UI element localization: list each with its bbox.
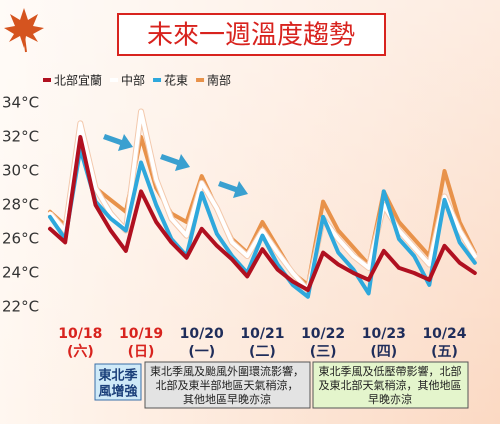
x-tick-label: 10/23 <box>362 326 406 342</box>
series-line <box>48 146 477 299</box>
legend-label: 北部宜蘭 <box>54 73 102 88</box>
y-tick-label: 26°C <box>2 230 39 248</box>
annotation-text: 風增強 <box>98 384 137 400</box>
x-tick-label: 10/20 <box>180 326 224 342</box>
annotation-text: 北部及東半部地區天氣稍涼， <box>156 378 299 392</box>
annotation-box <box>312 361 469 409</box>
x-tick-weekday: (三) <box>310 344 337 360</box>
x-tick-label: 10/21 <box>240 326 284 342</box>
x-tick-weekday: (一) <box>188 344 215 360</box>
legend-label: 花東 <box>164 73 188 88</box>
x-tick-label: 10/24 <box>422 326 466 342</box>
annotation-text: 東北季風及颱風外圍環流影響， <box>150 364 304 378</box>
annotation-text: 及東北部天氣稍涼，其他地區 <box>319 378 462 392</box>
y-tick-label: 28°C <box>2 196 39 214</box>
legend-label: 中部 <box>121 73 145 88</box>
y-tick-label: 22°C <box>2 298 39 316</box>
leaf-icon <box>4 8 44 53</box>
annotation-text: 東北季風及低壓帶影響，北部 <box>319 364 462 378</box>
x-tick-label: 10/18 <box>58 326 102 342</box>
annotation-box <box>94 363 142 401</box>
x-tick-weekday: (六) <box>67 343 94 360</box>
y-tick-label: 24°C <box>2 264 39 282</box>
series-line <box>48 135 477 287</box>
x-tick-weekday: (四) <box>370 344 397 360</box>
y-tick-label: 32°C <box>2 128 39 146</box>
x-tick-weekday: (五) <box>431 344 458 360</box>
legend-label: 南部 <box>207 73 231 88</box>
annotation-boxes <box>94 361 469 409</box>
y-tick-label: 34°C <box>2 94 39 112</box>
x-tick-label: 10/19 <box>119 326 163 342</box>
annotation-text: 其他地區早晚亦涼 <box>183 392 271 406</box>
chart-title: 未來一週溫度趨勢 <box>147 21 355 51</box>
y-tick-label: 30°C <box>2 162 39 180</box>
trend-arrows <box>103 134 248 198</box>
x-tick-weekday: (二) <box>249 344 276 360</box>
annotation-text: 早晚亦涼 <box>368 392 412 406</box>
x-tick-weekday: (日) <box>128 344 155 360</box>
x-tick-label: 10/22 <box>301 326 345 342</box>
annotation-box <box>144 361 311 409</box>
series-line <box>48 135 477 292</box>
annotation-text: 東北季 <box>98 368 137 384</box>
title-box <box>117 13 386 56</box>
